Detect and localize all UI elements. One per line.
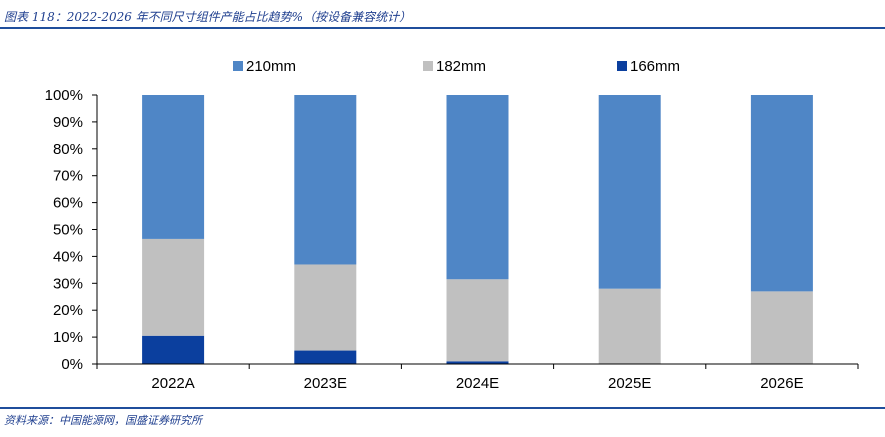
legend-label-182mm: 182mm — [436, 58, 486, 75]
bar-segment-182mm-2023E — [294, 264, 357, 351]
bar-segment-182mm-2024E — [446, 279, 509, 362]
y-tick-label: 0% — [61, 356, 83, 373]
bar-segment-166mm-2022A — [142, 335, 205, 364]
y-tick-label: 70% — [53, 168, 83, 185]
footer-rule — [0, 407, 885, 409]
bar-segment-166mm-2024E — [446, 361, 509, 364]
legend-swatch-210mm — [233, 61, 243, 71]
bar-segment-182mm-2026E — [750, 291, 813, 364]
bar-segment-166mm-2023E — [294, 350, 357, 364]
legend-swatch-166mm — [617, 61, 627, 71]
legend-label-210mm: 210mm — [246, 58, 296, 75]
y-tick-label: 60% — [53, 195, 83, 212]
y-tick-label: 40% — [53, 248, 83, 265]
y-tick-label: 30% — [53, 275, 83, 292]
header-rule — [0, 27, 885, 29]
legend-label-166mm: 166mm — [630, 58, 680, 75]
axes-group: 2022A 2023E 2024E 2025E 2026E 0% 10% 20% 30% 40% 5… — [45, 87, 859, 392]
source-note: 资料来源：中国能源网，国盛证券研究所 — [4, 414, 202, 427]
legend: 210mm 182mm 166mm — [233, 58, 680, 75]
y-tick-label: 80% — [53, 141, 83, 158]
bar-segment-182mm-2022A — [142, 238, 205, 336]
bar-segment-182mm-2025E — [598, 288, 661, 364]
bar-segment-210mm-2023E — [294, 95, 357, 265]
bar-segment-210mm-2024E — [446, 95, 509, 280]
bar-segment-210mm-2022A — [142, 95, 205, 239]
bar-segment-210mm-2026E — [750, 95, 813, 292]
chart-title: 图表 118：2022-2026 年不同尺寸组件产能占比趋势%（按设备兼容统计） — [4, 10, 412, 24]
x-tick-label: 2023E — [304, 375, 347, 392]
y-tick-label: 90% — [53, 114, 83, 131]
bar-segment-210mm-2025E — [598, 95, 661, 289]
y-tick-label: 50% — [53, 222, 83, 239]
x-tick-label: 2024E — [456, 375, 499, 392]
legend-swatch-182mm — [423, 61, 433, 71]
bars-group — [142, 95, 813, 364]
x-tick-label: 2022A — [151, 375, 194, 392]
y-tick-label: 10% — [53, 329, 83, 346]
y-tick-label: 100% — [45, 87, 83, 104]
x-tick-label: 2025E — [608, 375, 651, 392]
y-tick-label: 20% — [53, 302, 83, 319]
x-tick-label: 2026E — [760, 375, 803, 392]
